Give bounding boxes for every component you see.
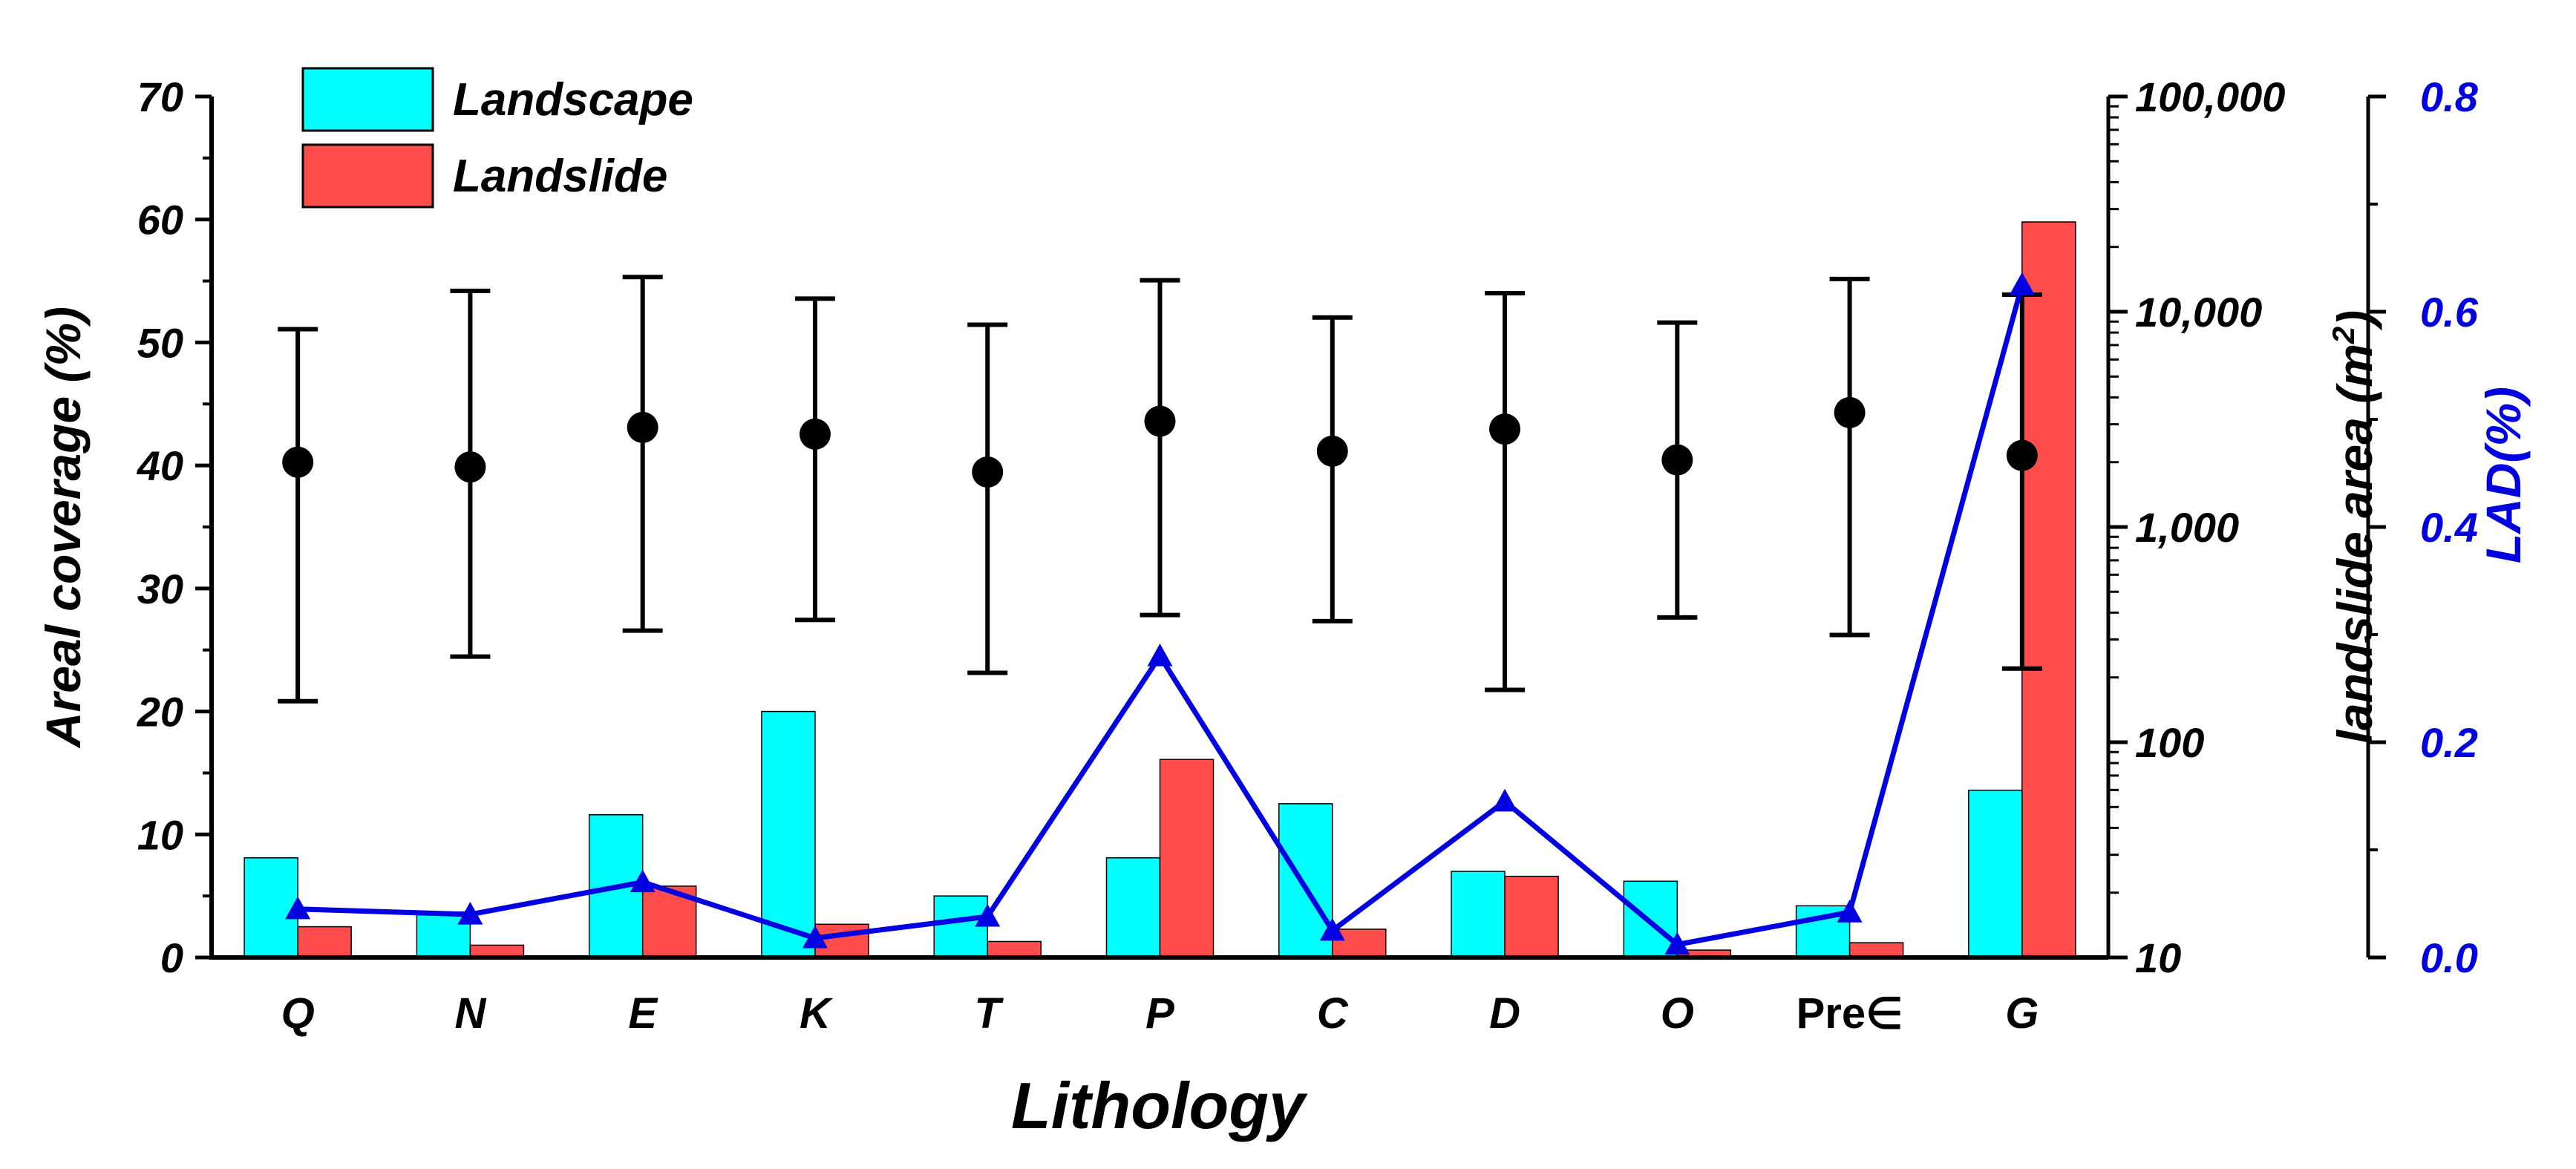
middle-axis-title: landslide area (m2) [2326,310,2382,744]
bar-landslide-C [1332,929,1387,958]
bar-landslide-Q [297,926,352,958]
left-tick-label: 30 [137,566,183,612]
bar-landslide-D [1504,875,1559,958]
lad-marker-C [1319,917,1345,941]
middle-tick-label: 100,000 [2135,73,2285,120]
bar-landscape-P [1105,857,1161,958]
mean-point-Q [282,446,314,478]
lad-marker-K [802,925,828,949]
lad-marker-Q [285,896,311,920]
mean-point-T [972,456,1004,488]
left-tick-label: 10 [137,811,183,858]
category-label-O: O [1661,989,1694,1038]
category-label-E: E [628,989,658,1038]
mean-point-Pre∈ [1834,396,1866,428]
bar-landslide-T [987,940,1042,958]
left-tick-label: 40 [137,442,183,489]
lad-marker-D [1492,788,1518,812]
lad-marker-O [1664,931,1690,955]
middle-tick-label: 100 [2135,719,2204,766]
bar-landscape-Q [243,857,298,958]
bar-landslide-K [814,923,869,958]
mean-point-E [627,411,658,443]
bar-landscape-K [761,710,816,958]
left-tick-label: 20 [137,689,183,736]
mean-point-K [799,418,831,450]
right-tick-label: 0.6 [2420,289,2479,335]
mean-point-N [454,451,486,483]
bar-landslide-P [1159,759,1215,958]
lad-marker-N [457,902,483,925]
category-label-D: D [1489,989,1520,1038]
middle-tick-label: 1,000 [2135,504,2239,551]
middle-axis-title-sup: 2 [2326,327,2361,344]
mean-point-D [1489,413,1521,445]
x-axis-title: Lithology [1011,1069,1308,1142]
bar-landscape-D [1451,871,1506,958]
errorbar-layer [278,275,2042,704]
middle-axis-title-main: landslide area (m [2327,344,2382,744]
category-label-G: G [2005,989,2039,1038]
left-tick-label: 60 [137,197,183,243]
left-axis-title: Areal coverage (%) [36,307,91,749]
middle-tick-label: 10 [2135,934,2181,981]
middle-tick-label: 10,000 [2135,289,2262,335]
category-label-T: T [975,989,1004,1038]
lad-marker-G [2009,272,2035,295]
bar-landscape-T [933,895,988,958]
right-tick-label: 0.8 [2420,73,2479,120]
category-label-C: C [1317,989,1349,1038]
category-label-K: K [800,989,834,1038]
lad-marker-T [975,903,1001,927]
left-tick-label: 0 [160,934,183,981]
legend-swatch-landslide [301,143,434,209]
category-label-Pre∈: Pre∈ [1797,989,1903,1038]
right-tick-label: 0.0 [2420,934,2478,981]
category-label-P: P [1145,989,1174,1038]
mean-point-G [2006,439,2038,471]
mean-point-O [1661,444,1693,476]
lad-marker-Pre∈ [1837,900,1863,923]
category-label-Q: Q [281,989,315,1038]
category-labels: Q N E K T P C D O Pre∈ G [281,989,2039,1038]
right-tick-label: 0.2 [2420,719,2478,766]
left-tick-label: 50 [137,319,183,366]
lad-line-layer [285,272,2035,955]
legend-label-landslide: Landslide [453,151,667,202]
mean-point-C [1316,435,1348,467]
left-tick-label: 70 [137,73,183,120]
bar-landslide-G [2021,221,2076,958]
legend: Landscape Landslide [301,67,693,209]
ticks-layer: 0 10 20 30 40 50 60 70 10 100 1,000 10,000 100,000 0.… [137,73,2479,981]
right-tick-label: 0.4 [2420,504,2478,551]
bar-landscape-C [1278,803,1333,958]
legend-swatch-landscape [301,67,434,132]
category-label-N: N [454,989,486,1038]
lad-marker-E [630,869,656,893]
bar-landscape-G [1968,789,2023,958]
lad-marker-P [1147,644,1173,667]
legend-label-landscape: Landscape [453,74,693,125]
mean-point-P [1144,405,1176,437]
right-axis-title: LAD(%) [2476,387,2531,563]
